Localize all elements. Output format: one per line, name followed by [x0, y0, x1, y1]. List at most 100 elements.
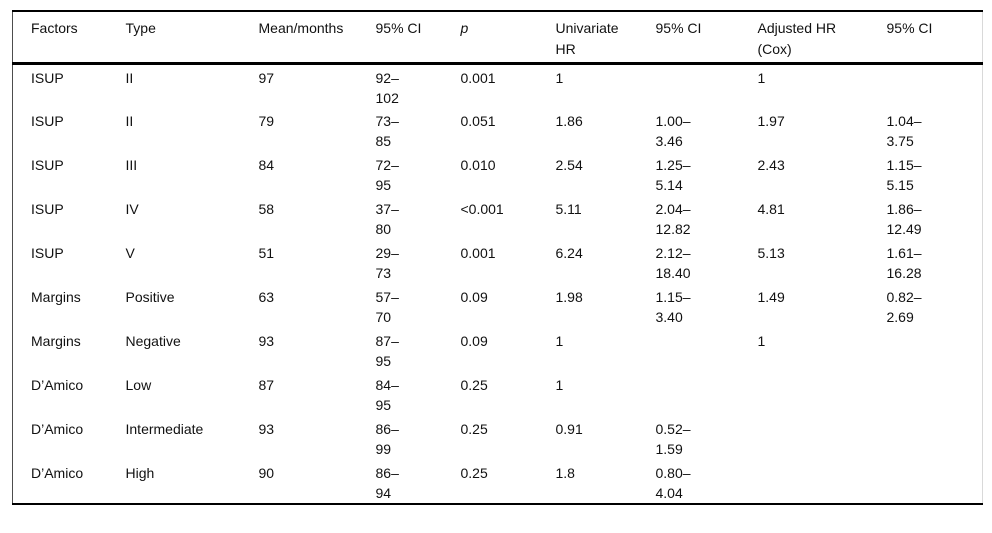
table-row: Margins Positive 63 57– 70 0.09 1.98 1.1…	[13, 284, 983, 328]
cell-p-value: 0.25	[460, 464, 488, 481]
cell-ci-mean: 92– 102	[375, 69, 399, 106]
cell-ci-mean: 84– 95	[375, 376, 399, 413]
cell-type: Negative	[125, 332, 181, 349]
cell-univariate-hr: 1	[555, 69, 564, 86]
cell-mean: 93	[258, 332, 275, 349]
cell-ci-adjusted	[887, 63, 983, 108]
cell-ci-adjusted: 0.82– 2.69	[886, 288, 922, 325]
cell-ci-mean: 29– 73	[375, 244, 399, 281]
cell-adjusted-hr: 1	[757, 332, 766, 349]
cell-univariate-hr: 1	[555, 376, 564, 393]
cell-p-value: 0.051	[460, 112, 496, 129]
cell-adjusted-hr	[758, 372, 887, 416]
cell-ci-mean: 57– 70	[375, 288, 399, 325]
cell-ci-univariate	[656, 372, 758, 416]
cell-ci-adjusted	[887, 372, 983, 416]
cell-mean: 97	[258, 69, 275, 86]
column-header-univariate-hr: Univariate HR	[555, 11, 656, 65]
cell-mean: 93	[258, 420, 275, 437]
cell-ci-univariate: 1.25– 5.14	[655, 156, 691, 193]
table-row: ISUP V 51 29– 73 0.001 6.24 2.12– 18.40 …	[13, 240, 983, 284]
cell-p-value: 0.25	[460, 420, 488, 437]
cell-p-value: 0.09	[460, 332, 488, 349]
cell-adjusted-hr: 1	[757, 69, 766, 86]
cell-ci-mean: 86– 99	[375, 420, 399, 457]
column-header-adjusted-hr-cox: Adjusted HR (Cox)	[757, 11, 887, 65]
header-row: Factors Type Mean/months 95% CI p Univar…	[12, 11, 983, 65]
cell-factor: Margins	[31, 288, 81, 305]
cell-univariate-hr: 2.54	[555, 156, 583, 173]
column-header-p-value: p	[460, 11, 556, 65]
cell-univariate-hr: 1	[555, 332, 564, 349]
cell-adjusted-hr: 4.81	[757, 200, 785, 217]
cell-mean: 84	[258, 156, 275, 173]
table-row: ISUP III 84 72– 95 0.010 2.54 1.25– 5.14…	[13, 152, 983, 196]
survival-analysis-table: Factors Type Mean/months 95% CI p Univar…	[12, 10, 983, 505]
cell-mean: 90	[258, 464, 275, 481]
cell-mean: 87	[258, 376, 275, 393]
cell-ci-adjusted	[887, 416, 983, 460]
cell-factor: ISUP	[31, 200, 64, 217]
cell-ci-univariate: 0.80– 4.04	[655, 464, 691, 501]
cell-factor: Margins	[31, 332, 81, 349]
cell-mean: 58	[258, 200, 275, 217]
table-row: Margins Negative 93 87– 95 0.09 1 1	[13, 328, 983, 372]
cell-adjusted-hr: 5.13	[757, 244, 785, 261]
cell-ci-adjusted	[887, 460, 983, 504]
cell-factor: D’Amico	[31, 420, 84, 437]
cell-type: II	[125, 112, 134, 129]
cell-type: Positive	[125, 288, 175, 305]
table-row: ISUP II 97 92– 102 0.001 1 1	[13, 63, 983, 108]
cell-univariate-hr: 1.8	[555, 464, 575, 481]
cell-type: Low	[125, 376, 152, 393]
cell-factor: D’Amico	[31, 464, 84, 481]
cell-p-value: 0.25	[460, 376, 488, 393]
cell-ci-univariate: 2.04– 12.82	[655, 200, 691, 237]
cell-univariate-hr: 5.11	[555, 200, 582, 217]
cell-adjusted-hr	[758, 416, 887, 460]
cell-factor: ISUP	[31, 244, 64, 261]
cell-univariate-hr: 6.24	[555, 244, 583, 261]
cell-ci-adjusted	[887, 328, 983, 372]
cell-ci-univariate: 1.00– 3.46	[655, 112, 691, 149]
cell-type: IV	[125, 200, 139, 217]
cell-type: High	[125, 464, 155, 481]
cell-ci-univariate	[656, 328, 758, 372]
cell-factor: ISUP	[31, 156, 64, 173]
cell-factor: ISUP	[31, 112, 64, 129]
column-header-mean-months: Mean/months	[258, 11, 376, 65]
cell-type: Intermediate	[125, 420, 204, 437]
cell-ci-adjusted: 1.86– 12.49	[886, 200, 922, 237]
cell-ci-univariate	[656, 63, 758, 108]
table-row: D’Amico High 90 86– 94 0.25 1.8 0.80– 4.…	[13, 460, 983, 504]
cell-type: V	[125, 244, 135, 261]
cell-ci-mean: 72– 95	[375, 156, 399, 193]
cell-type: III	[125, 156, 138, 173]
column-header-ci-adjusted: 95% CI	[886, 11, 983, 65]
column-header-ci-univariate: 95% CI	[655, 11, 758, 65]
cell-mean: 63	[258, 288, 275, 305]
cell-univariate-hr: 1.98	[555, 288, 583, 305]
cell-factor: D’Amico	[31, 376, 84, 393]
table-row: ISUP IV 58 37– 80 <0.001 5.11 2.04– 12.8…	[13, 196, 983, 240]
cell-ci-adjusted: 1.04– 3.75	[886, 112, 922, 149]
table-row: D’Amico Intermediate 93 86– 99 0.25 0.91…	[13, 416, 983, 460]
cell-ci-adjusted: 1.61– 16.28	[886, 244, 922, 281]
column-header-factors: Factors	[12, 11, 126, 65]
cell-mean: 79	[258, 112, 275, 129]
cell-ci-univariate: 2.12– 18.40	[655, 244, 691, 281]
cell-p-value: 0.001	[460, 69, 496, 86]
cell-adjusted-hr: 2.43	[757, 156, 785, 173]
cell-type: II	[125, 69, 134, 86]
table-row: D’Amico Low 87 84– 95 0.25 1	[13, 372, 983, 416]
cell-ci-univariate: 0.52– 1.59	[655, 420, 691, 457]
cell-ci-mean: 73– 85	[375, 112, 399, 149]
cell-adjusted-hr	[758, 460, 887, 504]
cell-p-value: 0.001	[460, 244, 496, 261]
cell-ci-mean: 37– 80	[375, 200, 399, 237]
cell-mean: 51	[258, 244, 275, 261]
table-row: ISUP II 79 73– 85 0.051 1.86 1.00– 3.46 …	[13, 108, 983, 152]
cell-ci-adjusted: 1.15– 5.15	[886, 156, 922, 193]
cell-p-value: 0.010	[460, 156, 496, 173]
cell-univariate-hr: 1.86	[555, 112, 583, 129]
